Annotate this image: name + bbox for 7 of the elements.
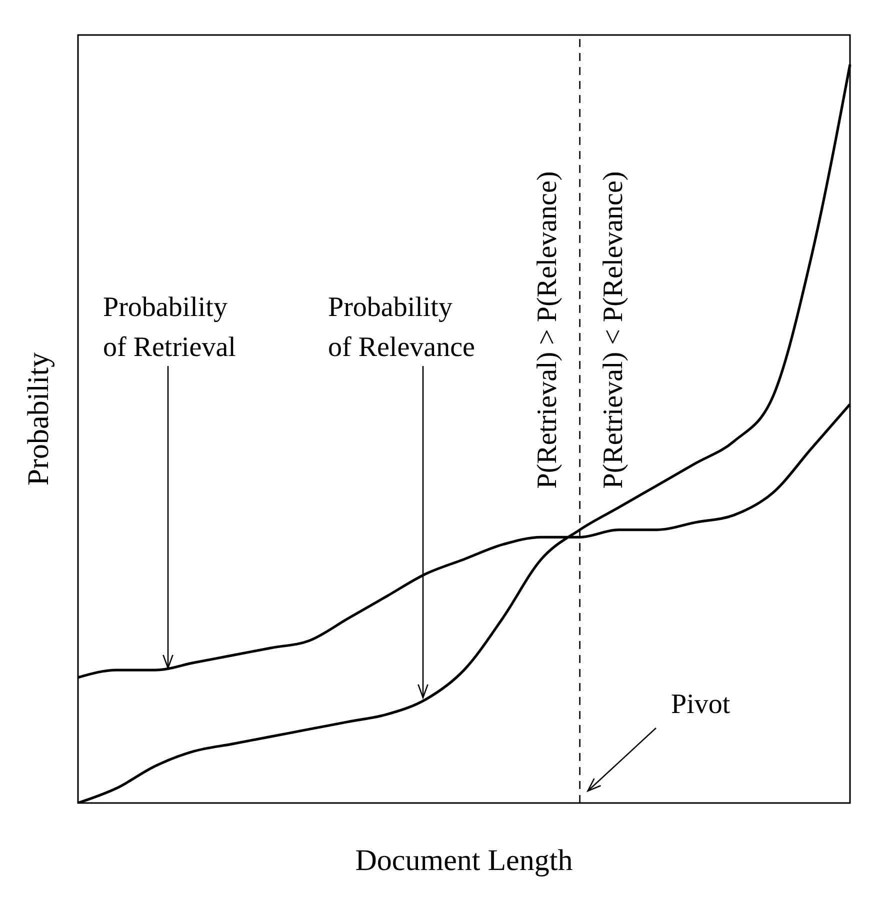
annotation: Probability of Relevance: [328, 292, 475, 363]
x-axis-title: Document Length: [355, 844, 573, 877]
annotation: Pivot: [671, 689, 730, 720]
y-axis-title: Probability: [22, 352, 55, 486]
annotation: P(Retrieval) < P(Relevance): [598, 171, 629, 489]
annotation: Probability of Retrieval: [103, 292, 236, 363]
annotation: P(Retrieval) > P(Relevance): [532, 171, 563, 489]
